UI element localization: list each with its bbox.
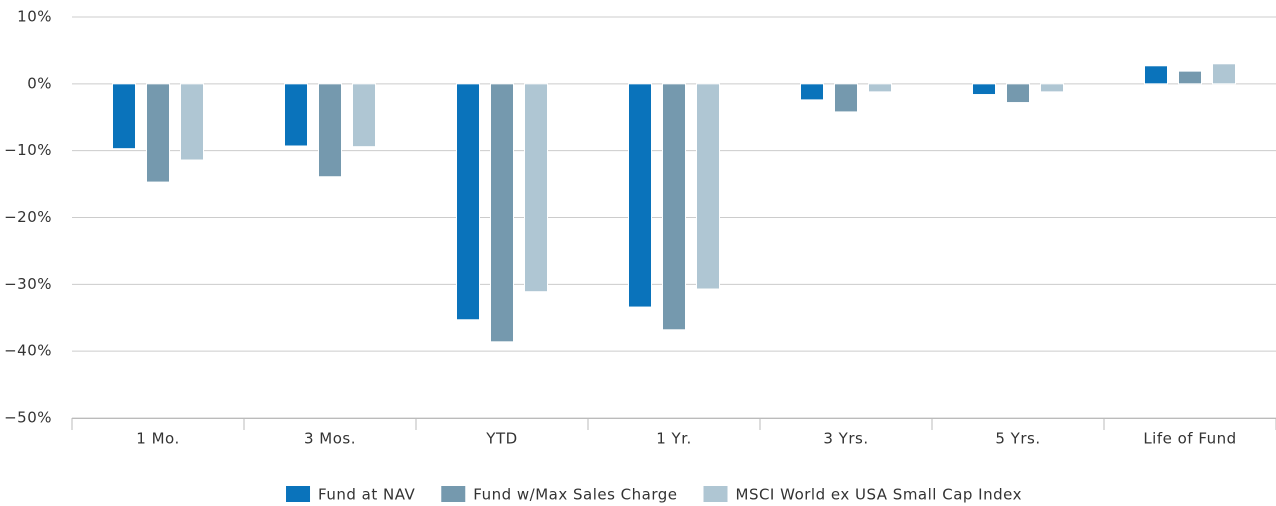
bar bbox=[972, 83, 996, 96]
y-tick-label: −20% bbox=[4, 208, 52, 226]
x-tick-label: 3 Yrs. bbox=[823, 430, 868, 448]
y-tick-label: 10% bbox=[17, 8, 52, 26]
bar bbox=[352, 83, 376, 148]
bar bbox=[490, 83, 514, 343]
bar bbox=[1178, 70, 1202, 85]
bar bbox=[180, 83, 204, 161]
legend-swatch bbox=[703, 486, 728, 502]
bar bbox=[800, 83, 824, 101]
bar bbox=[284, 83, 308, 147]
x-tick-label: 5 Yrs. bbox=[995, 430, 1040, 448]
legend-label: Fund w/Max Sales Charge bbox=[473, 486, 677, 504]
legend-swatch bbox=[286, 486, 311, 502]
legend-label: MSCI World ex USA Small Cap Index bbox=[736, 486, 1022, 504]
y-tick-label: −40% bbox=[4, 342, 52, 360]
bar bbox=[696, 83, 720, 290]
y-tick-label: −10% bbox=[4, 141, 52, 159]
bar bbox=[524, 83, 548, 293]
bar bbox=[868, 83, 892, 93]
bar bbox=[834, 83, 858, 113]
x-tick-label: 1 Yr. bbox=[656, 430, 692, 448]
bar bbox=[1212, 63, 1236, 85]
y-tick-label: −30% bbox=[4, 275, 52, 293]
legend-swatch bbox=[441, 486, 466, 502]
y-tick-label: −50% bbox=[4, 409, 52, 427]
bar bbox=[456, 83, 480, 321]
bar bbox=[112, 83, 136, 150]
bar bbox=[1144, 65, 1168, 85]
bar bbox=[146, 83, 170, 183]
bar bbox=[318, 83, 342, 178]
y-tick-label: 0% bbox=[27, 74, 52, 92]
x-tick-label: 1 Mo. bbox=[136, 430, 179, 448]
legend-label: Fund at NAV bbox=[318, 486, 415, 504]
bar bbox=[1006, 83, 1030, 104]
x-tick-label: 3 Mos. bbox=[304, 430, 356, 448]
bar bbox=[628, 83, 652, 308]
x-tick-label: YTD bbox=[485, 430, 517, 448]
bar bbox=[1040, 83, 1064, 93]
bar bbox=[662, 83, 686, 331]
x-tick-label: Life of Fund bbox=[1143, 430, 1236, 448]
